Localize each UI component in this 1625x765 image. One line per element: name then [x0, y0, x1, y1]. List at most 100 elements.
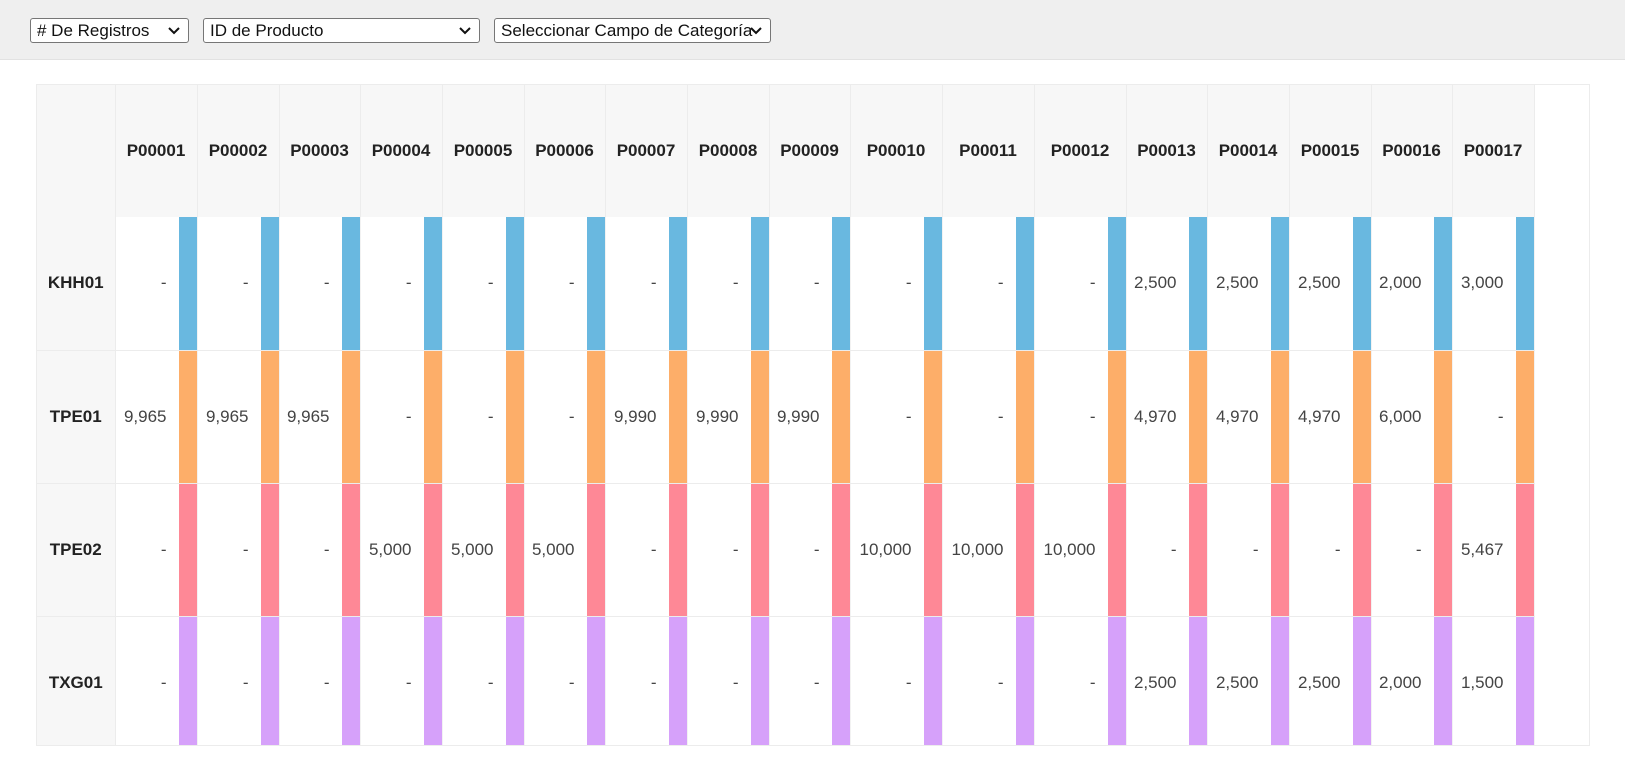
- table-cell[interactable]: 3,000: [1452, 217, 1535, 351]
- table-cell[interactable]: -: [1452, 350, 1535, 484]
- table-cell[interactable]: -: [1034, 350, 1127, 484]
- table-cell[interactable]: -: [605, 483, 688, 617]
- table-cell[interactable]: -: [115, 217, 198, 351]
- color-bar: [423, 217, 442, 350]
- table-cell[interactable]: -: [279, 483, 361, 617]
- table-cell[interactable]: -: [197, 217, 280, 351]
- column-header[interactable]: P00011: [942, 85, 1035, 217]
- table-cell[interactable]: -: [942, 217, 1035, 351]
- cell-value: -: [650, 273, 657, 293]
- row-header[interactable]: TXG01: [37, 616, 116, 745]
- table-cell[interactable]: 9,965: [115, 350, 198, 484]
- cell-value: -: [732, 273, 739, 293]
- color-bar: [1107, 616, 1126, 745]
- table-cell[interactable]: -: [605, 217, 688, 351]
- table-cell[interactable]: -: [1289, 483, 1372, 617]
- table-cell[interactable]: 9,990: [605, 350, 688, 484]
- table-cell[interactable]: -: [942, 350, 1035, 484]
- cell-value: -: [323, 672, 330, 692]
- table-cell[interactable]: -: [1126, 483, 1208, 617]
- table-cell[interactable]: -: [769, 217, 851, 351]
- column-header[interactable]: P00002: [197, 85, 280, 217]
- table-cell[interactable]: -: [687, 217, 770, 351]
- table-cell[interactable]: -: [115, 616, 198, 745]
- table-cell[interactable]: -: [942, 616, 1035, 745]
- cell-value: -: [732, 539, 739, 559]
- column-header[interactable]: P00006: [524, 85, 606, 217]
- table-cell[interactable]: -: [687, 483, 770, 617]
- table-cell[interactable]: 10,000: [942, 483, 1035, 617]
- table-cell[interactable]: 1,500: [1452, 616, 1535, 745]
- table-cell[interactable]: -: [360, 350, 443, 484]
- column-header[interactable]: P00014: [1207, 85, 1290, 217]
- table-cell[interactable]: 2,500: [1207, 616, 1290, 745]
- table-cell[interactable]: -: [279, 616, 361, 745]
- table-cell[interactable]: 9,990: [687, 350, 770, 484]
- table-cell[interactable]: -: [442, 217, 525, 351]
- column-header[interactable]: P00007: [605, 85, 688, 217]
- table-cell[interactable]: -: [1034, 616, 1127, 745]
- table-cell[interactable]: -: [687, 616, 770, 745]
- table-cell[interactable]: -: [769, 483, 851, 617]
- cell-value: -: [1089, 406, 1096, 426]
- column-header[interactable]: P00001: [115, 85, 198, 217]
- table-cell[interactable]: 9,990: [769, 350, 851, 484]
- table-cell[interactable]: 10,000: [1034, 483, 1127, 617]
- table-cell[interactable]: -: [1034, 217, 1127, 351]
- table-cell[interactable]: 4,970: [1289, 350, 1372, 484]
- column-header[interactable]: P00015: [1289, 85, 1372, 217]
- table-cell[interactable]: -: [197, 616, 280, 745]
- table-cell[interactable]: 10,000: [850, 483, 943, 617]
- row-header[interactable]: TPE01: [37, 350, 116, 484]
- table-cell[interactable]: -: [850, 217, 943, 351]
- table-cell[interactable]: 6,000: [1371, 350, 1453, 484]
- column-header[interactable]: P00017: [1452, 85, 1535, 217]
- category-field-select[interactable]: Seleccionar Campo de Categoría: [494, 18, 771, 43]
- table-cell[interactable]: -: [360, 616, 443, 745]
- table-cell[interactable]: 5,000: [524, 483, 606, 617]
- table-cell[interactable]: -: [115, 483, 198, 617]
- table-cell[interactable]: 4,970: [1126, 350, 1208, 484]
- table-cell[interactable]: 2,500: [1289, 616, 1372, 745]
- table-cell[interactable]: 2,500: [1126, 616, 1208, 745]
- table-cell[interactable]: -: [605, 616, 688, 745]
- column-header[interactable]: P00013: [1126, 85, 1208, 217]
- table-cell[interactable]: 2,000: [1371, 616, 1453, 745]
- table-cell[interactable]: 2,500: [1207, 217, 1290, 351]
- table-cell[interactable]: 2,500: [1126, 217, 1208, 351]
- table-cell[interactable]: -: [850, 350, 943, 484]
- table-cell[interactable]: 9,965: [279, 350, 361, 484]
- table-cell[interactable]: 2,500: [1289, 217, 1372, 351]
- table-cell[interactable]: -: [524, 350, 606, 484]
- column-header[interactable]: P00005: [442, 85, 525, 217]
- measure-select[interactable]: # De Registros: [30, 18, 189, 43]
- row-header[interactable]: TPE02: [37, 483, 116, 617]
- table-cell[interactable]: -: [360, 217, 443, 351]
- table-cell[interactable]: -: [524, 217, 606, 351]
- table-cell[interactable]: -: [1371, 483, 1453, 617]
- table-cell[interactable]: 4,970: [1207, 350, 1290, 484]
- table-cell[interactable]: -: [1207, 483, 1290, 617]
- table-cell[interactable]: 5,000: [360, 483, 443, 617]
- row-header[interactable]: KHH01: [37, 217, 116, 351]
- column-header[interactable]: P00004: [360, 85, 443, 217]
- table-cell[interactable]: 5,000: [442, 483, 525, 617]
- table-cell[interactable]: -: [279, 217, 361, 351]
- table-cell[interactable]: -: [850, 616, 943, 745]
- table-cell[interactable]: -: [524, 616, 606, 745]
- column-header[interactable]: P00008: [687, 85, 770, 217]
- table-cell[interactable]: -: [769, 616, 851, 745]
- color-bar: [260, 616, 279, 745]
- column-header[interactable]: P00010: [850, 85, 943, 217]
- row-field-select[interactable]: ID de Producto: [203, 18, 480, 43]
- column-header[interactable]: P00016: [1371, 85, 1453, 217]
- column-header[interactable]: P00009: [769, 85, 851, 217]
- table-cell[interactable]: 5,467: [1452, 483, 1535, 617]
- table-cell[interactable]: -: [442, 350, 525, 484]
- table-cell[interactable]: 2,000: [1371, 217, 1453, 351]
- table-cell[interactable]: 9,965: [197, 350, 280, 484]
- table-cell[interactable]: -: [442, 616, 525, 745]
- table-cell[interactable]: -: [197, 483, 280, 617]
- column-header[interactable]: P00003: [279, 85, 361, 217]
- column-header[interactable]: P00012: [1034, 85, 1127, 217]
